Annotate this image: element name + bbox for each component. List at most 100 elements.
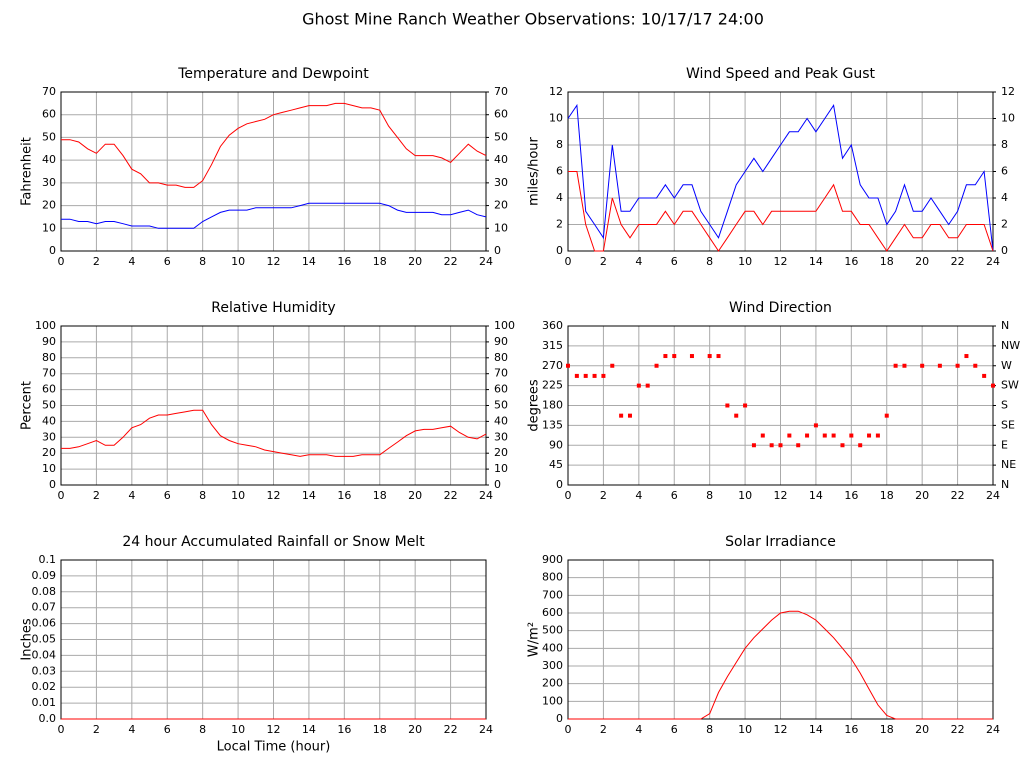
chart-title: Solar Irradiance [725,534,836,550]
x-tick-label: 2 [93,255,100,268]
data-point [875,433,880,438]
data-line [61,409,487,457]
y-tick-label: 70 [42,85,56,98]
y2-tick-label: 20 [494,446,508,459]
y-tick-label: 90 [549,438,563,451]
x-tick-label: 20 [408,723,422,736]
x-tick-label: 24 [986,255,1000,268]
x-tick-label: 14 [302,723,316,736]
x-tick-label: 24 [479,723,493,736]
x-tick-label: 16 [844,723,858,736]
x-tick-label: 12 [774,255,788,268]
x-tick-label: 22 [444,723,458,736]
y-tick-label: 135 [542,418,563,431]
x-tick-label: 16 [337,723,351,736]
y2-tick-label: N [1001,478,1009,491]
data-point [849,433,854,438]
y2-tick-label: 30 [494,176,508,189]
x-tick-label: 4 [128,489,135,502]
y-tick-label: 0.1 [39,553,57,566]
data-point [725,403,730,408]
data-point [610,363,615,368]
y2-tick-label: NE [1001,458,1016,471]
data-point [619,413,624,418]
y2-tick-label: 70 [494,85,508,98]
x-tick-label: 22 [951,489,965,502]
x-tick-label: 6 [671,489,678,502]
y-tick-label: 4 [556,191,563,204]
x-tick-label: 18 [880,723,894,736]
y-tick-label: 0.05 [32,633,57,646]
y-tick-label: 360 [542,319,563,332]
y-tick-label: 700 [542,588,563,601]
x-tick-label: 8 [199,723,206,736]
y2-tick-label: 40 [494,414,508,427]
y2-tick-label: 50 [494,399,508,412]
data-point [707,354,712,359]
x-tick-label: 10 [231,723,245,736]
x-tick-label: 20 [408,489,422,502]
y2-tick-label: 10 [494,221,508,234]
x-tick-label: 6 [164,489,171,502]
data-point [601,373,606,378]
y2-tick-label: 40 [494,153,508,166]
x-tick-label: 24 [986,723,1000,736]
x-tick-label: 22 [951,255,965,268]
data-point [902,363,907,368]
y2-tick-label: 90 [494,335,508,348]
data-point [583,373,588,378]
y-tick-label: 0 [556,244,563,257]
x-tick-label: 14 [809,489,823,502]
y-tick-label: 0 [49,244,56,257]
chart-title: Temperature and Dewpoint [177,66,369,82]
data-point [937,363,942,368]
x-tick-label: 10 [738,255,752,268]
y-tick-label: 20 [42,446,56,459]
y-tick-label: 0.04 [32,648,57,661]
x-tick-label: 14 [809,723,823,736]
data-point [973,363,978,368]
y-axis-label: Inches [20,618,35,660]
data-line [568,171,994,252]
x-tick-label: 10 [231,489,245,502]
y-tick-label: 270 [542,359,563,372]
y2-tick-label: NW [1001,339,1020,352]
x-tick-label: 8 [706,489,713,502]
y-tick-label: 500 [542,624,563,637]
x-tick-label: 14 [302,489,316,502]
x-tick-label: 2 [600,723,607,736]
y2-tick-label: 60 [494,383,508,396]
y-tick-label: 0.07 [32,601,57,614]
data-point [672,354,677,359]
data-point [787,433,792,438]
x-tick-label: 10 [738,723,752,736]
data-point [769,443,774,448]
y-tick-label: 0.01 [32,696,57,709]
x-tick-label: 18 [373,489,387,502]
y2-tick-label: 0 [494,244,501,257]
x-tick-label: 16 [337,255,351,268]
y-tick-label: 0 [556,478,563,491]
y-tick-label: 70 [42,367,56,380]
x-tick-label: 8 [706,723,713,736]
plot-frame [567,325,994,486]
y-tick-label: 300 [542,659,563,672]
y-tick-label: 0.03 [32,664,57,677]
y-axis-label: miles/hour [527,136,542,205]
y2-tick-label: 10 [494,462,508,475]
x-tick-label: 24 [479,255,493,268]
x-tick-label: 8 [706,255,713,268]
y-tick-label: 8 [556,138,563,151]
x-axis-label: Local Time (hour) [217,740,331,755]
y-tick-label: 0.06 [32,617,57,630]
y-tick-label: 200 [542,677,563,690]
plot-frame [60,325,487,486]
x-tick-label: 12 [774,489,788,502]
x-tick-label: 12 [267,723,281,736]
x-tick-label: 10 [231,255,245,268]
x-tick-label: 0 [58,489,65,502]
x-tick-label: 16 [844,489,858,502]
y-tick-label: 0.02 [32,680,57,693]
x-tick-label: 22 [444,255,458,268]
y-tick-label: 60 [42,108,56,121]
